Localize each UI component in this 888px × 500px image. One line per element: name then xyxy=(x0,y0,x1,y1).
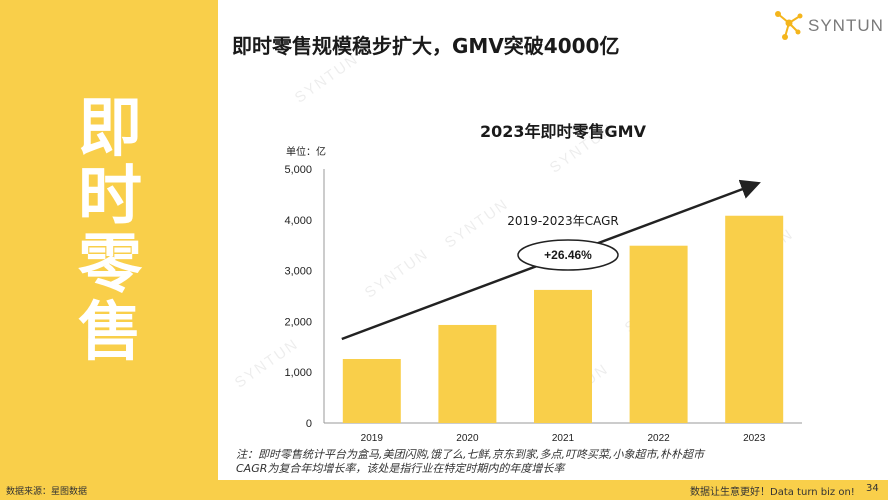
y-tick-label: 0 xyxy=(306,418,312,430)
bar xyxy=(438,324,497,423)
cagr-label: 2019-2023年CAGR xyxy=(507,214,618,228)
bar xyxy=(725,215,784,423)
y-tick-label: 1,000 xyxy=(284,367,312,379)
unit-label: 单位：亿 xyxy=(286,145,326,158)
note-line-2: CAGR为复合年均增长率，该处是指行业在特定时期内的年度增长率 xyxy=(236,462,565,475)
y-tick-label: 5,000 xyxy=(284,164,312,176)
side-title-char: 售 xyxy=(78,296,142,370)
cagr-ellipse xyxy=(517,239,619,271)
side-title-char: 零 xyxy=(78,228,142,302)
footer-source: 数据来源：星图数据 xyxy=(6,487,88,497)
chart-note: 注：即时零售统计平台为盒马,美团闪购,饿了么,七鲜,京东到家,多点,叮咚买菜,小… xyxy=(236,448,704,476)
logo-text: SYNTUN xyxy=(808,16,884,35)
logo: SYNTUN xyxy=(772,8,884,44)
bar-chart: 2023年即时零售GMV 单位：亿 0 1,000 2,000 3,000 4,000 5,0… xyxy=(220,95,888,455)
footer-slogan: 数据让生意更好！Data turn biz on! xyxy=(690,487,855,498)
page-title: 即时零售规模稳步扩大，GMV突破4000亿 xyxy=(232,34,620,58)
x-tick-label: 2023 xyxy=(743,433,766,444)
side-title-char: 时 xyxy=(78,160,142,234)
bar xyxy=(342,358,401,423)
x-tick-label: 2022 xyxy=(647,433,670,444)
x-tick-label: 2019 xyxy=(361,433,384,444)
chart-canvas: 2023年即时零售GMV 单位：亿 0 1,000 2,000 3,000 4,000 5,0… xyxy=(284,122,802,444)
chart-title: 2023年即时零售GMV xyxy=(480,122,647,141)
y-tick-label: 3,000 xyxy=(284,266,312,278)
page-number: 34 xyxy=(866,483,879,494)
y-tick-label: 4,000 xyxy=(284,215,312,227)
note-line-1: 注：即时零售统计平台为盒马,美团闪购,饿了么,七鲜,京东到家,多点,叮咚买菜,小… xyxy=(236,448,704,461)
logo-icon xyxy=(775,11,803,40)
bar xyxy=(629,245,688,423)
x-tick-label: 2021 xyxy=(552,433,575,444)
bar xyxy=(534,289,592,423)
x-tick-label: 2020 xyxy=(456,433,479,444)
cagr-value: +26.46% xyxy=(544,248,592,262)
side-title: 即时零售 xyxy=(68,95,152,367)
footer-bar xyxy=(0,480,888,500)
side-title-char: 即 xyxy=(78,92,142,166)
left-accent-panel: 即时零售 xyxy=(0,0,218,500)
y-tick-label: 2,000 xyxy=(284,316,312,328)
